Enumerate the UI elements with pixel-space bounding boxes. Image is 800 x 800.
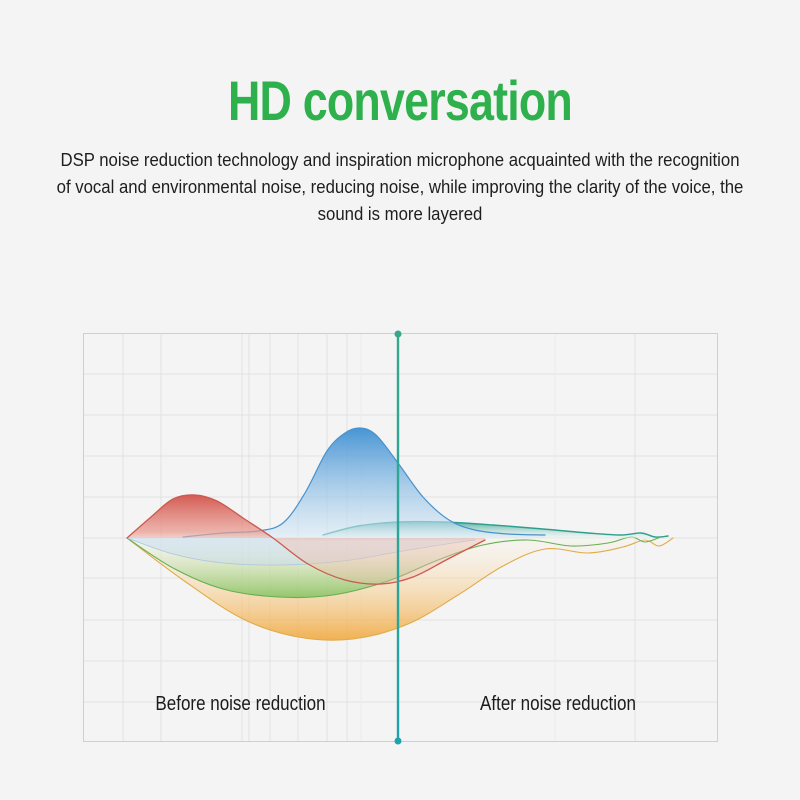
description-line-3: sound is more layered — [317, 204, 483, 224]
description-line-2: of vocal and environmental noise, reduci… — [56, 177, 744, 197]
after-noise-label: After noise reduction — [480, 693, 636, 715]
page-title: HD conversation — [228, 69, 573, 132]
before-noise-label: Before noise reduction — [155, 693, 326, 715]
noise-reduction-chart: Before noise reduction After noise reduc… — [83, 330, 718, 745]
description-line-1: DSP noise reduction technology and inspi… — [60, 150, 740, 170]
waveform-svg — [83, 330, 718, 745]
description: DSP noise reduction technology and inspi… — [0, 147, 800, 228]
